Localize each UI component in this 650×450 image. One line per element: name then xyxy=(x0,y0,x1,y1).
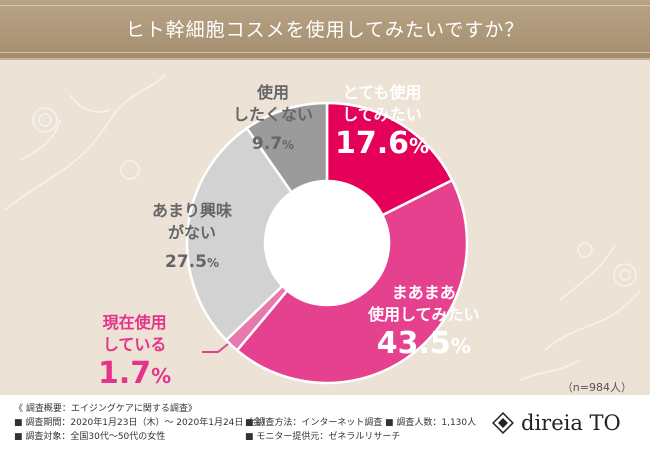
label-very-interested: とても使用 してみたい 17.6% xyxy=(335,82,429,166)
label-name-line: とても使用 xyxy=(342,83,422,102)
label-unit: % xyxy=(282,138,295,152)
survey-target: ■ 調査対象：全国30代～50代の女性 xyxy=(14,432,166,442)
sample-size-note: （n=984人） xyxy=(561,381,632,394)
label-name-line: 現在使用 xyxy=(102,313,167,332)
survey-provider: ■ モニター提供元：ゼネラルリサーチ xyxy=(245,432,401,442)
label-currently-using: 現在使用 している 1.7% xyxy=(98,312,171,396)
slice-not-very-interested xyxy=(185,126,294,342)
label-name-line: あまり興味 xyxy=(152,201,233,220)
label-unit: % xyxy=(409,134,430,158)
label-value: 1.7 xyxy=(98,356,152,391)
logo-text: direia TO xyxy=(521,411,621,435)
title-bar: ヒト幹細胞コスメを使用してみたいですか？ xyxy=(0,0,650,60)
label-not-very-interested: あまり興味 がない 27.5% xyxy=(152,200,232,281)
label-name-line: 使用してみたい xyxy=(368,305,480,324)
survey-outline: 《 調査概要：エイジングケアに関する調査》 xyxy=(14,404,197,414)
label-value: 43.5 xyxy=(376,326,451,361)
survey-footer: 《 調査概要：エイジングケアに関する調査》 ■ 調査期間：2020年1月23日（… xyxy=(0,395,650,450)
survey-count: ■ 調査人数：1,130人 xyxy=(385,418,477,428)
label-somewhat-interested: まあまあ 使用してみたい 43.5% xyxy=(368,282,480,366)
chart-title: ヒト幹細胞コスメを使用してみたいですか？ xyxy=(125,19,525,41)
label-name-line: まあまあ xyxy=(391,283,456,302)
survey-period: ■ 調査期間：2020年1月23日（木）～ 2020年1月24日（金） xyxy=(14,418,271,428)
survey-method: ■ 調査方法：インターネット調査 xyxy=(245,418,383,428)
label-unit: % xyxy=(206,256,219,270)
label-value: 17.6 xyxy=(335,126,410,161)
label-value: 27.5 xyxy=(165,252,207,272)
label-name-line: している xyxy=(102,335,167,354)
label-name-line: 使用 xyxy=(257,83,290,102)
label-not-want: 使用 したくない 9.7% xyxy=(233,82,313,163)
label-unit: % xyxy=(450,334,471,358)
label-name-line: したくない xyxy=(233,105,314,124)
label-value: 9.7 xyxy=(251,134,283,154)
logo-mark-icon xyxy=(492,412,514,434)
brand-logo: direia TO xyxy=(492,409,621,437)
label-name-line: してみたい xyxy=(342,105,422,124)
label-unit: % xyxy=(151,364,172,388)
donut-hole xyxy=(265,181,389,305)
label-name-line: がない xyxy=(168,223,217,242)
